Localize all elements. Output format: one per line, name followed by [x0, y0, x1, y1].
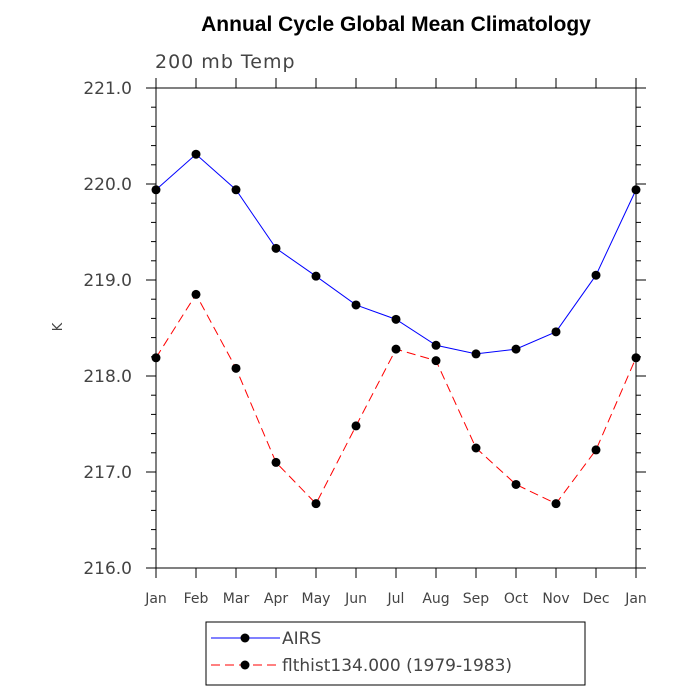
legend-box: [205, 621, 586, 686]
series-0-point: [511, 344, 521, 354]
y-tick-label: 218.0: [83, 367, 132, 387]
series-1-point: [631, 353, 641, 363]
x-tick-label: May: [302, 591, 331, 607]
series-1-point: [271, 457, 281, 467]
x-tick-label: Mar: [223, 591, 250, 607]
series-1-point: [191, 289, 201, 299]
series-0-point: [151, 185, 161, 195]
x-axis: Jan Feb Mar Apr May Jun Jul Aug Sep Oct Nov Dec Jan: [144, 78, 647, 607]
series-markers: [151, 149, 641, 509]
series-0-point: [631, 185, 641, 195]
series-1-point: [351, 421, 361, 431]
plot-frame: [155, 87, 637, 569]
y-tick-label: 219.0: [83, 271, 132, 291]
y-tick-label: 216.0: [83, 559, 132, 579]
series-1-point: [231, 363, 241, 373]
x-tick-label: Dec: [582, 591, 609, 607]
series-0-point: [311, 271, 321, 281]
series-0-point: [551, 327, 561, 337]
series-1-point: [391, 344, 401, 354]
x-tick-label: Apr: [264, 591, 288, 607]
series-0-point: [231, 185, 241, 195]
chart-subtitle: 200 mb Temp: [155, 51, 296, 73]
y-axis: 216.0 217.0 218.0 219.0 220.0 221.0: [83, 79, 646, 579]
legend-marker-0: [240, 633, 250, 643]
series-1-point: [151, 353, 161, 363]
y-tick-label: 220.0: [83, 175, 132, 195]
series-1-point: [511, 479, 521, 489]
y-tick-label: 217.0: [83, 463, 132, 483]
x-tick-label: Jan: [144, 591, 167, 607]
legend-label-1: flthist134.000 (1979-1983): [282, 656, 512, 676]
series-line-0: [155, 153, 637, 355]
x-tick-label: Jul: [387, 591, 405, 607]
x-tick-label: Jan: [624, 591, 647, 607]
series-1-point: [311, 499, 321, 509]
series-0-point: [191, 149, 201, 159]
y-axis-label: K: [51, 322, 66, 331]
series-0-point: [271, 243, 281, 253]
x-tick-label: Aug: [422, 591, 449, 607]
series-0-point: [471, 349, 481, 359]
x-tick-label: Nov: [542, 591, 569, 607]
series-0-point: [391, 314, 401, 324]
legend-entries: AIRS flthist134.000 (1979-1983): [211, 629, 512, 676]
x-tick-label: Sep: [463, 591, 490, 607]
series-0-point: [591, 270, 601, 280]
x-tick-label: Jun: [344, 591, 367, 607]
series-1-point: [431, 356, 441, 366]
series-0-point: [351, 300, 361, 310]
series-1-point: [551, 499, 561, 509]
series-1-point: [471, 443, 481, 453]
y-tick-label: 221.0: [83, 79, 132, 99]
series-1-point: [591, 445, 601, 455]
legend: AIRS flthist134.000 (1979-1983): [205, 621, 586, 686]
series-line-1: [155, 293, 637, 505]
x-tick-label: Feb: [184, 591, 209, 607]
legend-label-0: AIRS: [282, 629, 321, 649]
series-lines: [155, 153, 637, 505]
x-tick-label: Oct: [504, 591, 529, 607]
series-0-point: [431, 340, 441, 350]
chart-title: Annual Cycle Global Mean Climatology: [201, 13, 591, 36]
legend-marker-1: [240, 660, 250, 670]
